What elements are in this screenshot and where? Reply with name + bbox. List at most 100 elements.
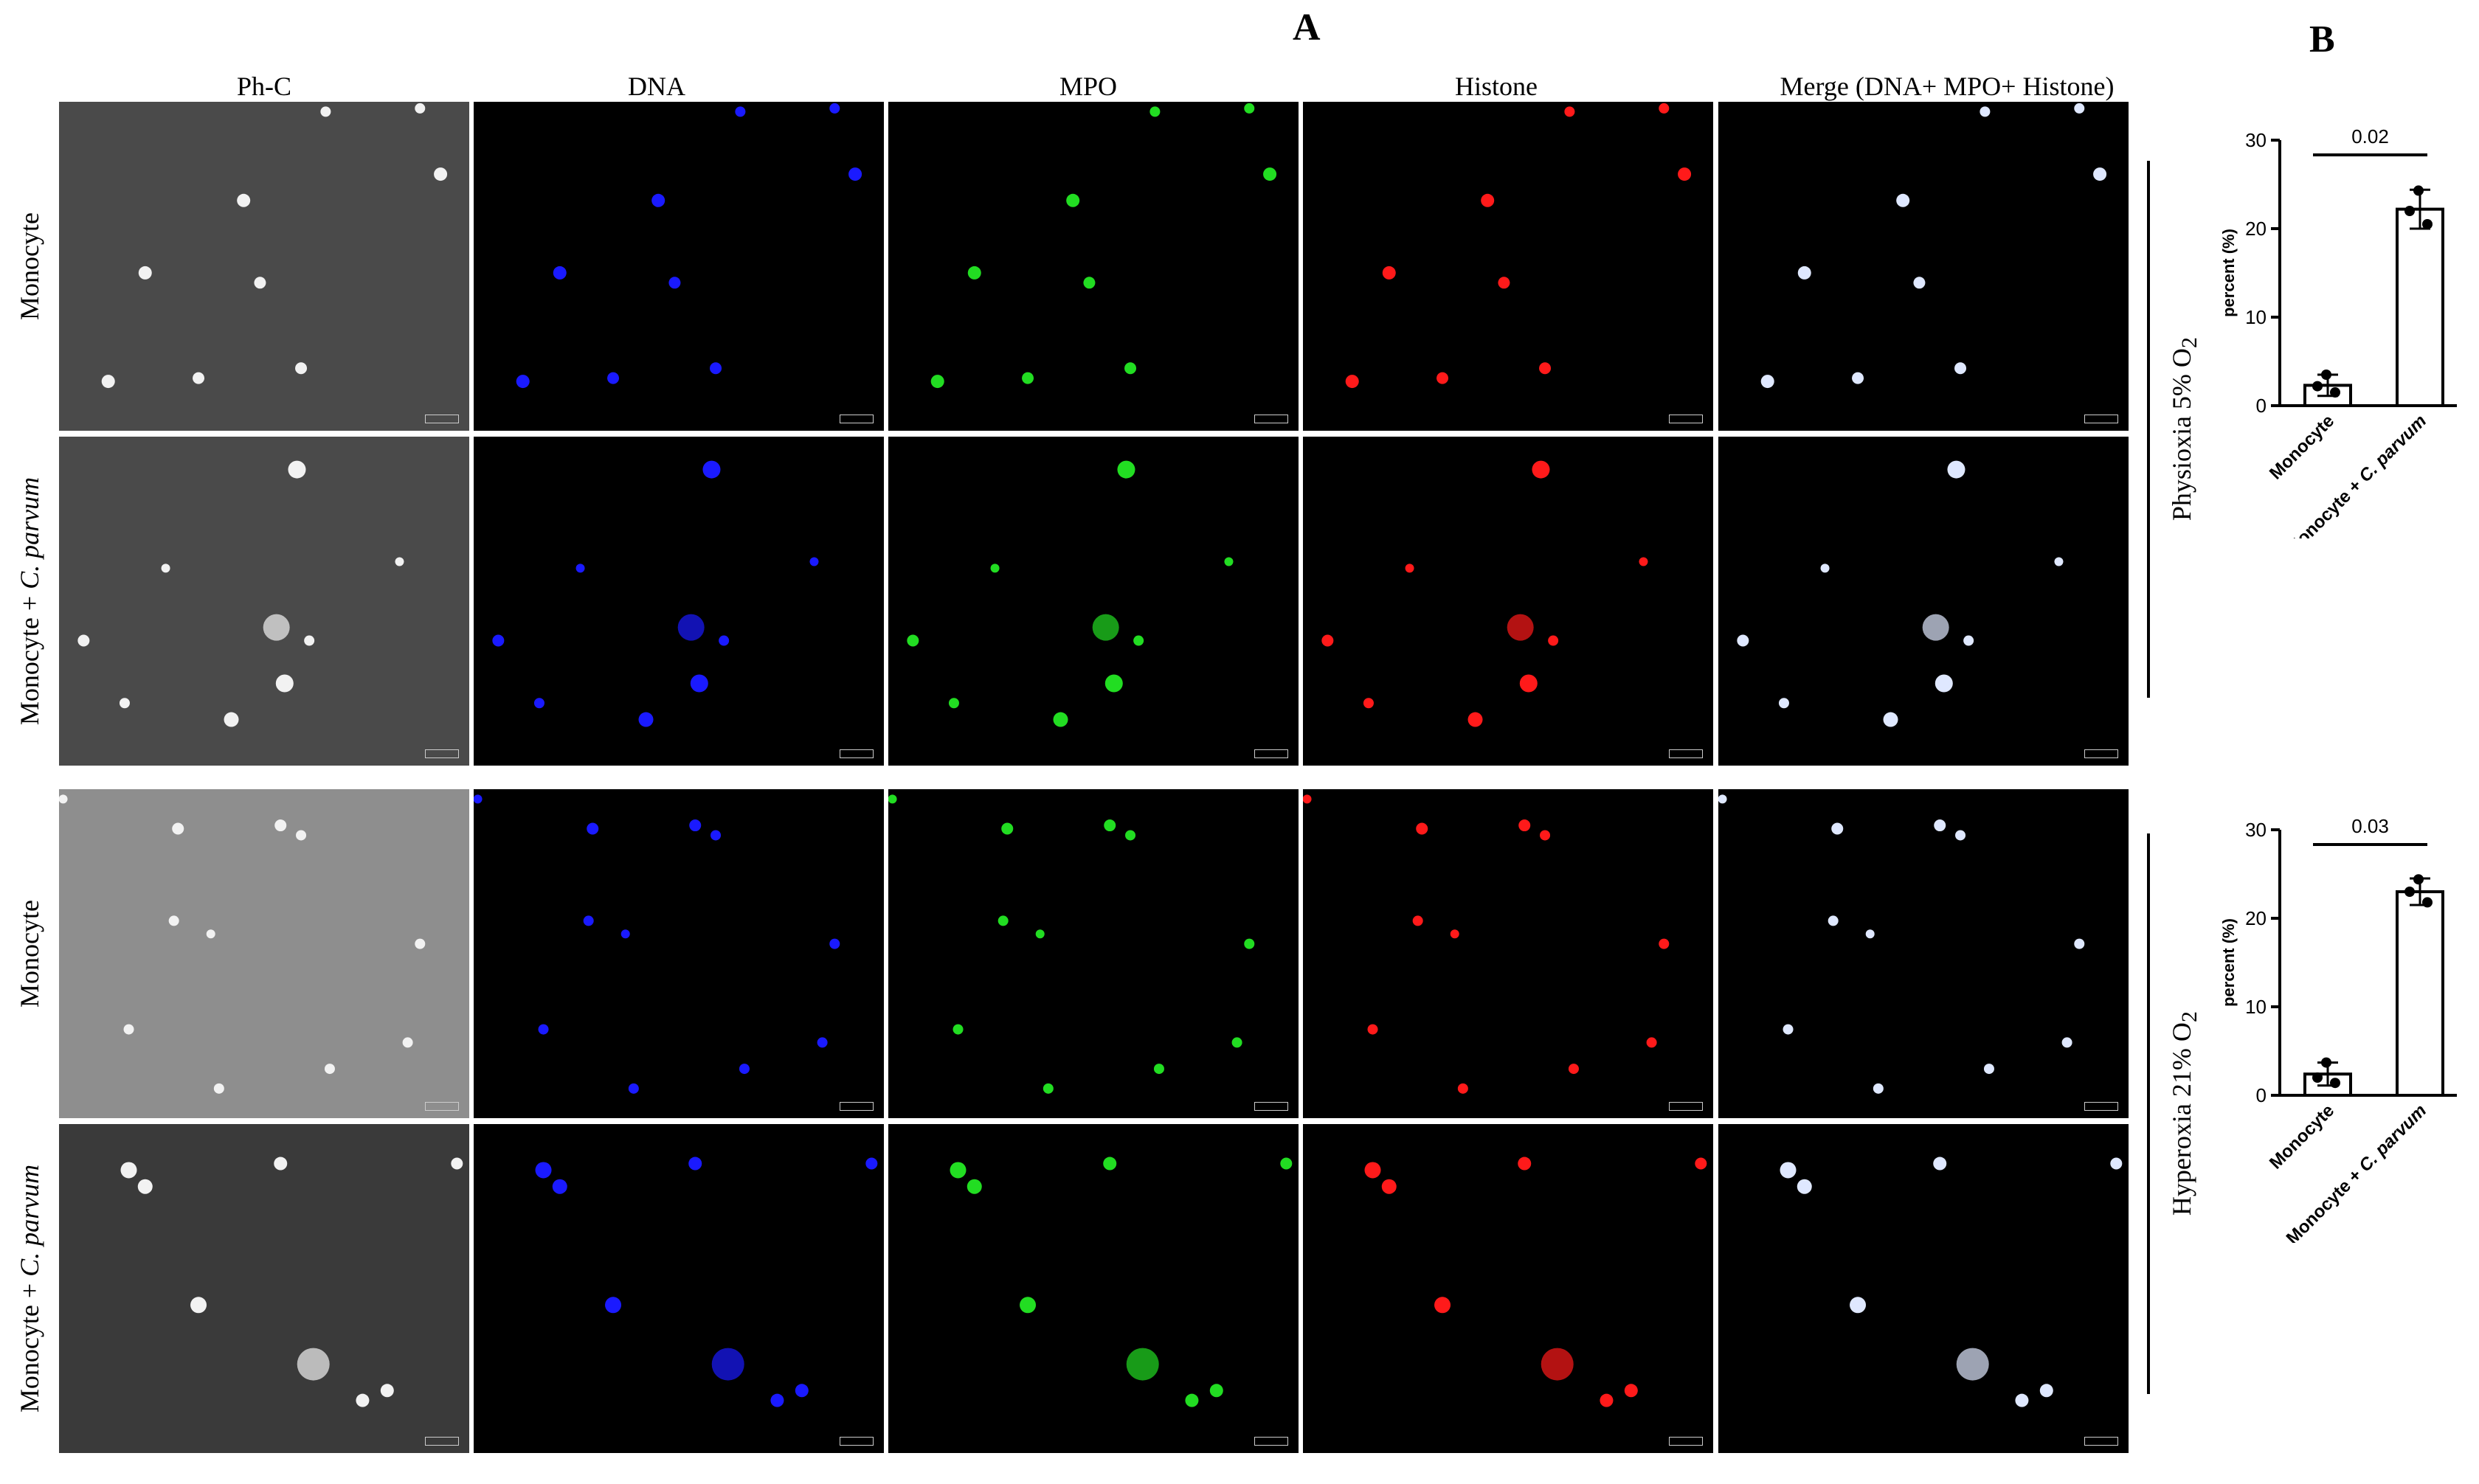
micrograph-mpo-row2 — [888, 437, 1299, 766]
cell-blob — [101, 375, 115, 389]
cell-blob — [677, 614, 705, 641]
cell-blob — [1873, 1083, 1884, 1094]
cell-blob — [123, 1024, 134, 1035]
cell-blob — [668, 277, 681, 289]
cell-blob — [297, 1348, 330, 1381]
cell-blob — [161, 564, 170, 573]
cell-blob — [59, 794, 68, 804]
cell-blob — [1244, 103, 1255, 114]
cell-blob — [474, 794, 483, 804]
cell-blob — [1153, 1064, 1164, 1075]
cell-blob — [1405, 564, 1414, 573]
cell-blob — [1224, 557, 1234, 566]
micrograph-merge-row1 — [1718, 102, 2129, 431]
micrograph-merge-row4 — [1718, 1124, 2129, 1453]
micrograph-histone-row3 — [1303, 789, 1713, 1118]
cell-blob — [1737, 634, 1749, 647]
cell-blob — [263, 614, 290, 641]
scale-bar — [840, 749, 874, 758]
cell-blob — [1983, 1064, 1994, 1075]
scale-bar — [2084, 415, 2118, 423]
cell-blob — [224, 712, 239, 727]
data-point — [2312, 381, 2323, 392]
data-point — [2422, 219, 2433, 229]
cell-blob — [2074, 103, 2085, 114]
scale-bar — [1254, 749, 1288, 758]
cell-blob — [735, 106, 746, 117]
cell-blob — [575, 564, 585, 573]
micrograph-histone-row1 — [1303, 102, 1713, 431]
cell-blob — [274, 819, 287, 832]
scale-bar — [425, 415, 459, 423]
cell-blob — [1718, 794, 1727, 804]
micrograph-dna-row4 — [474, 1124, 884, 1453]
cell-blob — [1548, 635, 1559, 646]
scale-bar — [2084, 1102, 2118, 1111]
cell-blob — [1896, 193, 1910, 207]
cell-blob — [172, 822, 184, 835]
cell-blob — [1955, 830, 1966, 841]
micrograph-merge-row2 — [1718, 437, 2129, 766]
cell-blob — [689, 819, 702, 832]
cell-blob — [739, 1064, 750, 1075]
cell-blob — [1540, 830, 1551, 841]
micrograph-dna-row1 — [474, 102, 884, 431]
micrograph-histone-row2 — [1303, 437, 1713, 766]
cell-blob — [119, 698, 130, 709]
cell-blob — [1564, 106, 1575, 117]
cell-blob — [1209, 1384, 1223, 1398]
cell-blob — [605, 1297, 622, 1314]
cell-blob — [1321, 634, 1334, 647]
cell-blob — [1117, 460, 1135, 479]
cell-blob — [948, 698, 959, 709]
cell-blob — [1231, 1037, 1242, 1048]
cell-blob — [1498, 277, 1510, 289]
cell-blob — [690, 674, 708, 693]
row-label-1: Monocyte — [0, 102, 59, 431]
cell-blob — [1125, 830, 1136, 841]
cell-blob — [628, 1083, 639, 1094]
micrograph-phc-row2 — [59, 437, 469, 766]
cell-blob — [1678, 167, 1692, 181]
cell-blob — [1363, 698, 1374, 709]
cell-blob — [907, 634, 919, 647]
cell-blob — [553, 266, 567, 280]
cell-blob — [1043, 1083, 1054, 1094]
cell-blob — [1481, 193, 1495, 207]
cell-blob — [1381, 1179, 1397, 1194]
cell-blob — [930, 375, 944, 389]
cell-blob — [1518, 1157, 1532, 1171]
cell-blob — [1778, 698, 1789, 709]
row-label-2-text: Monocyte + C. parvum — [15, 476, 44, 726]
cell-blob — [304, 635, 315, 646]
cell-blob — [1124, 362, 1137, 375]
cell-blob — [1345, 375, 1359, 389]
cell-blob — [1244, 938, 1255, 949]
data-point — [2422, 897, 2433, 908]
cell-blob — [296, 830, 307, 841]
cell-blob — [538, 1024, 549, 1035]
p-value-label: 0.02 — [2351, 125, 2389, 148]
cell-blob — [950, 1162, 967, 1179]
cell-blob — [2015, 1393, 2029, 1407]
condition-label-physioxia: Physioxia 5% O2 — [2166, 337, 2202, 521]
row-label-4-text: Monocyte + C. parvum — [15, 1164, 44, 1413]
cell-blob — [1963, 635, 1974, 646]
scale-bar — [1254, 415, 1288, 423]
cell-blob — [1646, 1037, 1657, 1048]
cell-blob — [1053, 712, 1068, 727]
micrograph-dna-row3 — [474, 789, 884, 1118]
cell-blob — [1780, 1162, 1797, 1179]
cell-blob — [638, 712, 654, 727]
cell-blob — [1507, 614, 1534, 641]
cell-blob — [120, 1162, 137, 1179]
row-label-1-text: Monocyte — [15, 212, 44, 320]
cell-blob — [2054, 557, 2064, 566]
y-tick-label: 30 — [2245, 129, 2267, 151]
cell-blob — [1518, 819, 1531, 832]
cell-blob — [1831, 822, 1844, 835]
cell-blob — [1104, 674, 1123, 693]
y-tick-label: 30 — [2245, 819, 2267, 841]
y-axis-label: percent (%) — [2219, 229, 2238, 317]
